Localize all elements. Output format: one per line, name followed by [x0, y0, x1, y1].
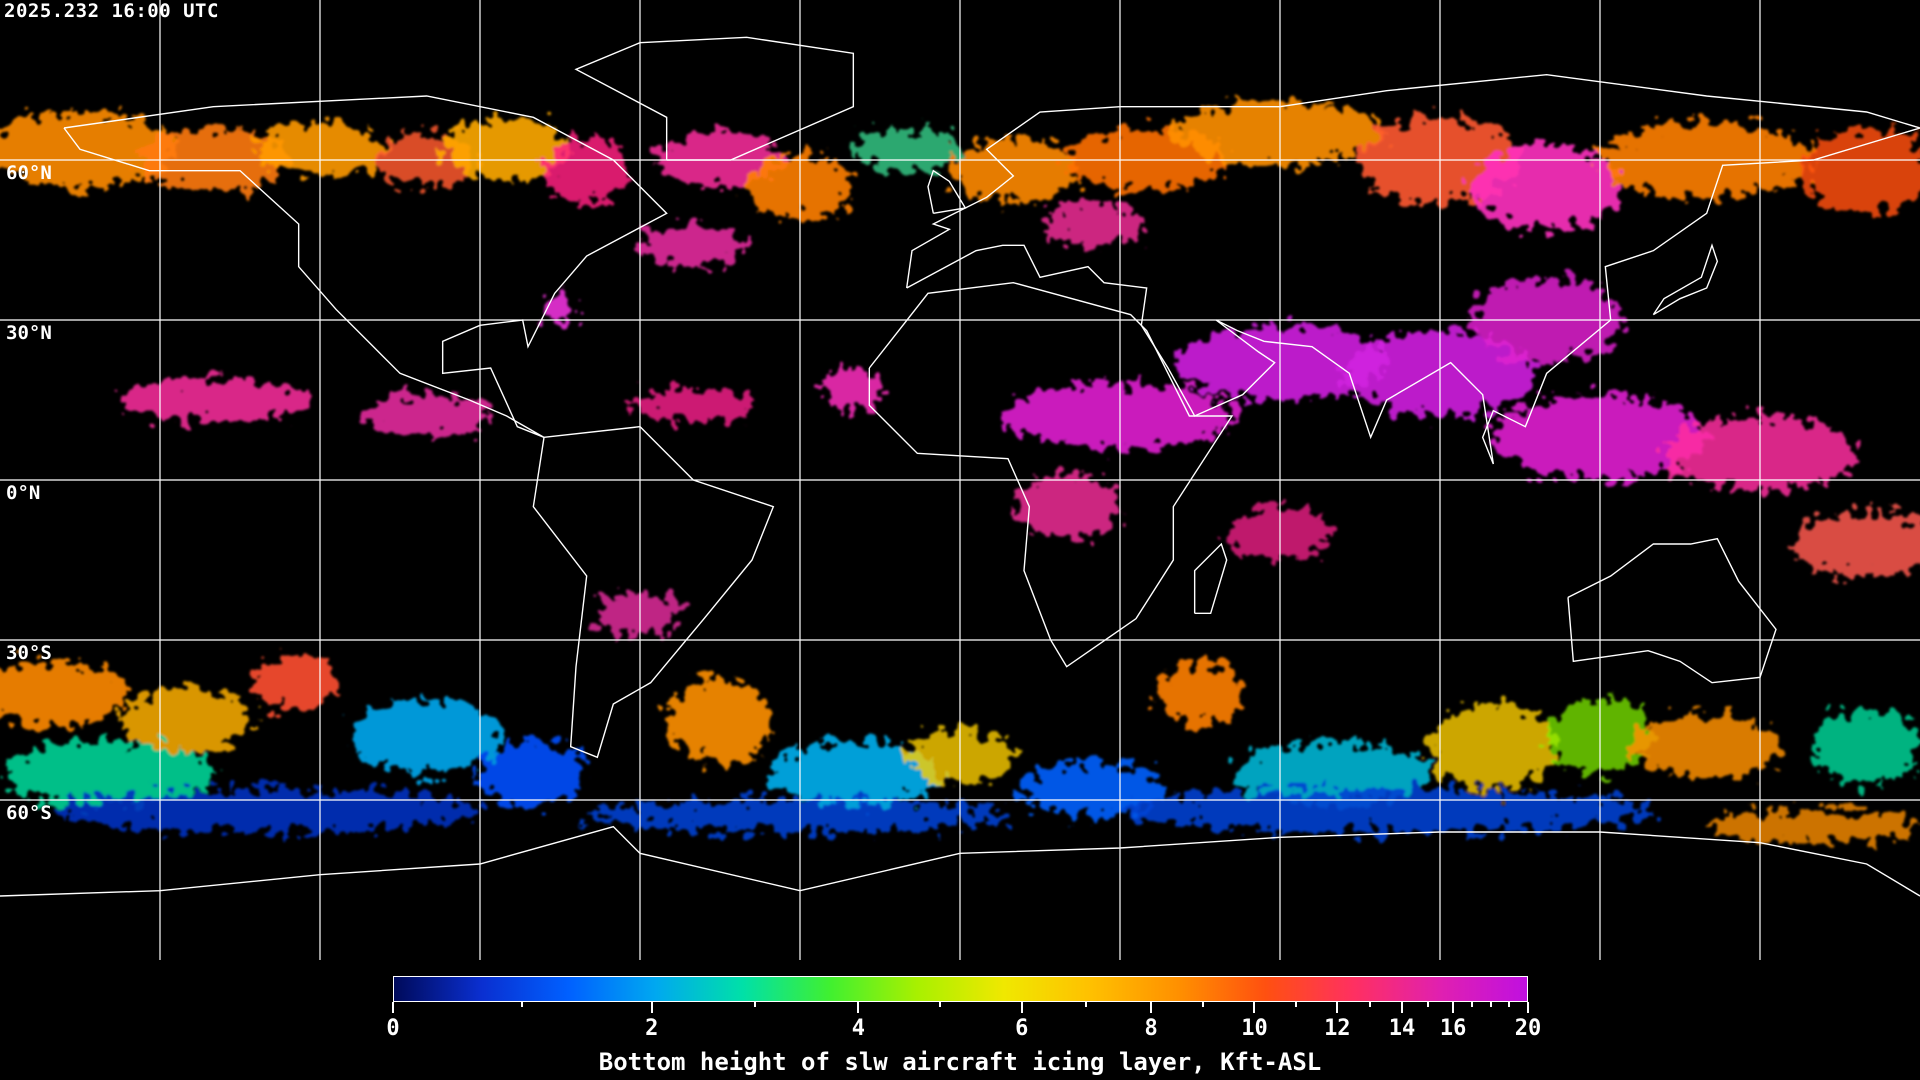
major-tick: [1336, 1002, 1339, 1013]
icing-region: [1429, 704, 1558, 790]
icing-region: [362, 394, 491, 438]
major-tick: [857, 1002, 860, 1013]
tick-label: 8: [1144, 1016, 1158, 1041]
colorbar: [393, 976, 1528, 1002]
colorbar-title: Bottom height of slw aircraft icing laye…: [598, 1048, 1322, 1076]
icing-region: [1632, 714, 1782, 779]
lat-lon-grid: [0, 0, 1920, 960]
icing-region: [0, 661, 128, 726]
icing-map: [0, 0, 1920, 960]
major-tick: [1452, 1002, 1455, 1013]
minor-tick: [1085, 1002, 1088, 1007]
icing-region: [0, 112, 176, 187]
icing-region: [250, 656, 336, 710]
tick-label: 2: [645, 1016, 659, 1041]
tick-label: 6: [1015, 1016, 1029, 1041]
minor-tick: [1368, 1002, 1371, 1007]
icing-region: [442, 117, 571, 182]
lat-label-60s: 60°S: [6, 802, 52, 824]
tick-label: 16: [1439, 1016, 1467, 1041]
icing-region: [1120, 789, 1654, 832]
icing-region: [1018, 762, 1168, 816]
major-tick: [650, 1002, 653, 1013]
lat-label-30n: 30°N: [6, 322, 52, 344]
icing-region: [1040, 202, 1147, 246]
coastline-greenland: [574, 36, 855, 161]
major-tick: [392, 1002, 394, 1013]
coastline-africa: [868, 281, 1234, 668]
minor-tick: [1201, 1002, 1204, 1007]
coastline-madagascar: [1193, 542, 1228, 615]
icing-region: [117, 378, 310, 422]
tick-label: 10: [1241, 1016, 1268, 1041]
tick-label: 14: [1388, 1016, 1416, 1041]
icing-region: [1802, 128, 1920, 214]
icing-region: [666, 677, 774, 763]
lat-label-0: 0°N: [6, 482, 41, 504]
icing-region: [640, 224, 747, 267]
icing-region: [1237, 741, 1430, 806]
tick-label: 0: [386, 1016, 400, 1041]
coastline-north-america: [63, 95, 668, 438]
minor-tick: [754, 1002, 757, 1007]
coastline-japan: [1652, 243, 1719, 316]
icing-region: [629, 389, 758, 422]
icing-region: [853, 128, 960, 171]
coastline-south-america: [532, 425, 775, 759]
major-tick: [1527, 1002, 1529, 1013]
icing-region: [53, 789, 480, 832]
icing-region: [544, 293, 576, 326]
icing-region: [1792, 512, 1920, 576]
icing-region: [1013, 474, 1120, 539]
tick-label: 20: [1514, 1016, 1542, 1041]
minor-tick: [521, 1002, 524, 1007]
icing-region: [821, 368, 886, 411]
timestamp: 2025.232 16:00 UTC: [4, 0, 219, 22]
lat-label-30s: 30°S: [6, 642, 52, 664]
icing-region: [1813, 709, 1920, 784]
icing-region: [1157, 661, 1243, 726]
icing-region: [480, 741, 587, 806]
minor-tick: [1508, 1002, 1511, 1007]
minor-tick: [1489, 1002, 1492, 1007]
tick-label: 12: [1324, 1016, 1351, 1041]
minor-tick: [1294, 1002, 1297, 1007]
major-tick: [1020, 1002, 1023, 1013]
major-tick: [1401, 1002, 1403, 1013]
tick-label: 4: [851, 1016, 865, 1041]
colorbar-ticks: 0 2 4 6 8 10 12 14 16 20: [386, 1002, 1541, 1062]
major-tick: [1253, 1002, 1256, 1013]
icing-region: [352, 698, 502, 774]
minor-tick: [939, 1002, 942, 1007]
icing-region: [544, 138, 630, 203]
minor-tick: [1470, 1002, 1473, 1007]
icing-region: [768, 741, 939, 806]
coastline-australia: [1567, 537, 1777, 684]
lat-label-60n: 60°N: [6, 162, 52, 184]
icing-region: [1706, 810, 1920, 843]
icing-region: [122, 688, 251, 752]
icing-region: [949, 138, 1078, 203]
minor-tick: [1426, 1002, 1429, 1007]
icing-region: [1472, 144, 1622, 230]
major-tick: [1150, 1002, 1153, 1013]
